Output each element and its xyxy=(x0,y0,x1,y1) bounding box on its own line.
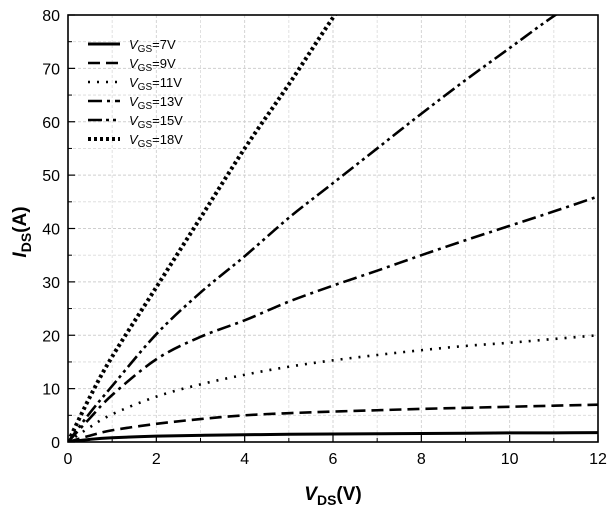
y-tick-label: 50 xyxy=(42,168,60,185)
series-line-vgs18 xyxy=(68,15,338,442)
x-tick-label: 6 xyxy=(329,451,338,468)
series-line-vgs9 xyxy=(68,403,598,442)
legend-label: VGS=18V xyxy=(129,132,183,150)
x-tick-label: 8 xyxy=(417,451,426,468)
y-tick-label: 10 xyxy=(42,382,60,399)
x-tick-label: 12 xyxy=(589,451,607,468)
legend-label: VGS=7V xyxy=(129,37,176,55)
y-tick-label: 40 xyxy=(42,222,60,239)
series-line-vgs11 xyxy=(68,333,598,442)
legend-label: VGS=9V xyxy=(129,56,176,74)
series-line-vgs15 xyxy=(68,15,558,442)
legend-label: VGS=11V xyxy=(129,75,182,93)
legend-label: VGS=13V xyxy=(129,94,183,112)
grid xyxy=(67,14,599,443)
x-tick-label: 4 xyxy=(240,451,249,468)
ticks xyxy=(67,14,599,443)
y-tick-label: 20 xyxy=(42,328,60,345)
y-axis-title: IDS(A) xyxy=(10,206,34,257)
x-tick-label: 2 xyxy=(152,451,161,468)
x-tick-label: 0 xyxy=(64,451,73,468)
series-group xyxy=(68,15,598,442)
y-tick-label: 80 xyxy=(42,8,60,25)
legend-label: VGS=15V xyxy=(129,113,183,131)
y-tick-label: 60 xyxy=(42,115,60,132)
y-tick-label: 0 xyxy=(51,435,60,452)
x-tick-label: 10 xyxy=(501,451,519,468)
y-tick-label: 30 xyxy=(42,275,60,292)
x-axis-title: VDS(V) xyxy=(304,484,361,508)
series-line-vgs13 xyxy=(68,195,598,442)
y-tick-label: 70 xyxy=(42,61,60,78)
series-line-vgs7 xyxy=(68,431,598,442)
tick-labels: 0 2 4 6 8 10 12 0 10 20 30 40 50 60 70 80 xyxy=(42,8,607,468)
